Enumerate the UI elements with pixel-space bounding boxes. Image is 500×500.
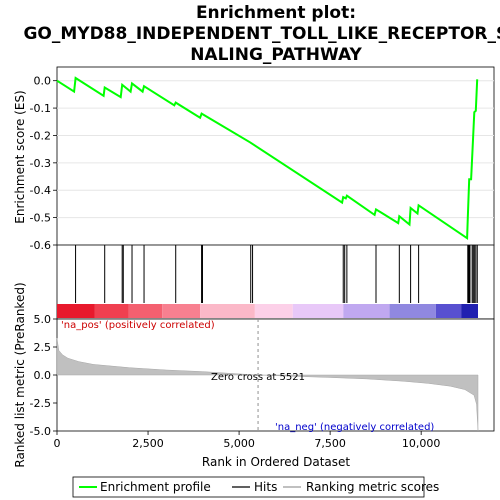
ranking-color-bar — [57, 304, 478, 318]
hits-panel — [56, 244, 495, 320]
ranking-bar-segment — [200, 304, 255, 318]
legend-enrichment-label: Enrichment profile — [100, 480, 211, 494]
chart-title-line-1: Enrichment plot: — [196, 3, 356, 23]
es-panel: 0.0 -0.1 -0.2 -0.3 -0.4 -0.5 -0.6 Enrichment s… — [13, 66, 495, 252]
ranking-bar-segment — [343, 304, 390, 318]
es-y-axis-label: Enrichment score (ES) — [13, 90, 27, 223]
ranking-bar-segment — [435, 304, 462, 318]
x-tick-label: 10,000 — [402, 437, 441, 450]
neg-label: 'na_neg' (negatively correlated) — [275, 422, 434, 433]
ranking-bar-segment — [128, 304, 163, 318]
ranking-bar-segment — [389, 304, 436, 318]
ranking-bar-segment — [292, 304, 344, 318]
es-y-tick-label: -0.4 — [30, 184, 51, 197]
legend: Enrichment profile Hits Ranking metric s… — [72, 476, 439, 498]
enrichment-profile-line — [56, 76, 479, 241]
rank-y-tick-label: 2.5 — [34, 341, 52, 354]
x-axis: 0 2,500 5,000 7,500 10,000 — [54, 431, 441, 450]
es-y-tick-label: 0.0 — [34, 75, 52, 88]
ranking-bar-segment — [57, 304, 95, 318]
ranking-bar-segment — [162, 304, 201, 318]
rank-y-tick-label: -5.0 — [30, 425, 51, 438]
pos-label: 'na_pos' (positively correlated) — [61, 320, 215, 331]
es-y-tick-label: -0.6 — [30, 239, 51, 252]
rank-panel: 5.0 2.5 0.0 -2.5 -5.0 'na_pos' (positively c… — [13, 282, 495, 468]
es-y-ticks: 0.0 -0.1 -0.2 -0.3 -0.4 -0.5 -0.6 — [30, 75, 57, 252]
es-y-tick-label: -0.2 — [30, 129, 51, 142]
x-tick-label: 5,000 — [223, 437, 255, 450]
es-y-tick-label: -0.3 — [30, 157, 51, 170]
es-panel-frame — [56, 66, 495, 246]
x-tick-label: 0 — [54, 437, 61, 450]
rank-y-tick-label: -2.5 — [30, 397, 51, 410]
x-axis-label: Rank in Ordered Dataset — [202, 455, 350, 469]
legend-metric-label: Ranking metric scores — [306, 480, 439, 494]
hit-lines — [75, 245, 478, 303]
es-y-tick-label: -0.1 — [30, 102, 51, 115]
es-y-tick-label: -0.5 — [30, 212, 51, 225]
x-tick-label: 7,500 — [314, 437, 346, 450]
chart-title-line-2: GO_MYD88_INDEPENDENT_TOLL_LIKE_RECEPTOR_… — [23, 24, 500, 44]
rank-y-axis-label: Ranked list metric (PreRanked) — [13, 282, 27, 467]
rank-y-tick-label: 5.0 — [34, 313, 52, 326]
rank-y-tick-label: 0.0 — [34, 369, 52, 382]
ranking-metric-area — [56, 337, 479, 432]
chart-title-line-3: NALING_PATHWAY — [190, 45, 362, 65]
ranking-bar-segment — [254, 304, 293, 318]
rank-y-ticks: 5.0 2.5 0.0 -2.5 -5.0 — [30, 313, 57, 438]
legend-hits-label: Hits — [254, 480, 277, 494]
x-tick-label: 2,500 — [132, 437, 164, 450]
ranking-bar-segment — [94, 304, 129, 318]
zero-cross-label: Zero cross at 5521 — [211, 372, 305, 383]
ranking-bar-segment — [461, 304, 478, 318]
